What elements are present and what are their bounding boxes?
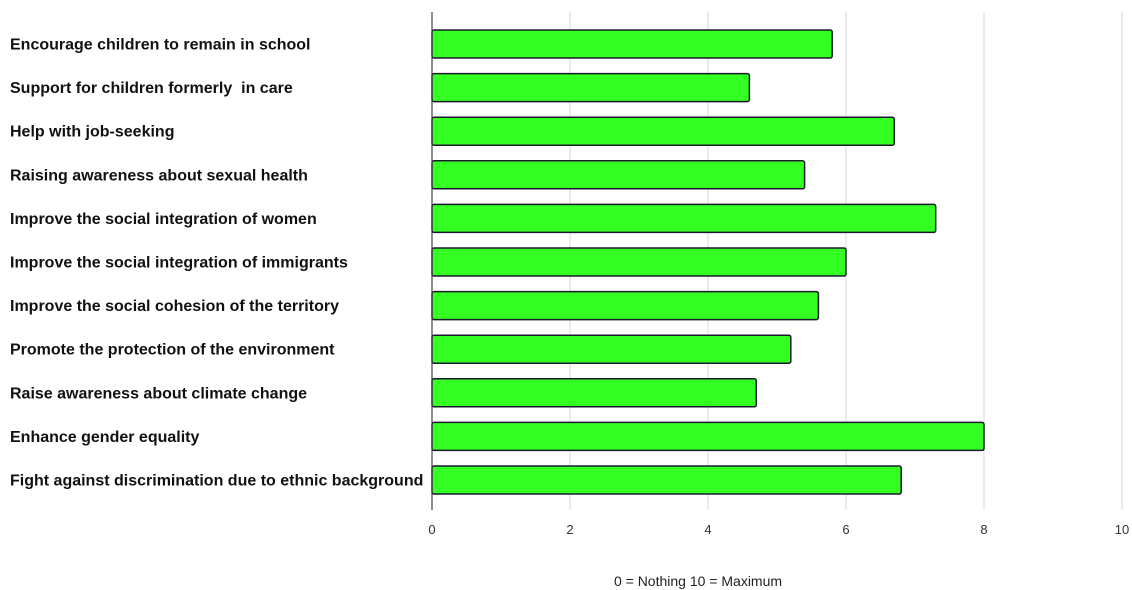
x-tick-label: 10 (1115, 522, 1129, 537)
bar (431, 247, 847, 277)
bar (431, 29, 833, 59)
x-tick-labels: 0 2 4 6 8 10 (428, 522, 1129, 537)
category-label: Improve the social integration of immigr… (10, 255, 348, 272)
x-tick-label: 0 (428, 522, 435, 537)
category-label: Help with job-seeking (10, 124, 174, 141)
category-label: Improve the social integration of women (10, 211, 317, 228)
bar (431, 116, 896, 146)
category-label: Support for children formerly in care (10, 80, 293, 97)
category-label: Encourage children to remain in school (10, 37, 311, 54)
bars (431, 29, 985, 495)
x-tick-label: 4 (704, 522, 711, 537)
category-label: Improve the social cohesion of the terri… (10, 298, 339, 315)
x-axis-label: 0 = Nothing 10 = Maximum (614, 573, 782, 589)
bar (431, 290, 820, 321)
category-label: Enhance gender equality (10, 429, 199, 446)
bar (431, 465, 902, 495)
bar (431, 378, 758, 408)
category-labels: Encourage children to remain in school Su… (10, 37, 423, 490)
category-label: Raising awareness about sexual health (10, 167, 308, 184)
bar (431, 421, 985, 452)
category-label: Fight against discrimination due to ethn… (10, 473, 423, 490)
bar (431, 72, 751, 103)
x-tick-label: 2 (566, 522, 573, 537)
bar (431, 334, 792, 364)
category-label: Raise awareness about climate change (10, 385, 307, 402)
bar (431, 160, 806, 190)
x-tick-label: 6 (842, 522, 849, 537)
x-tick-label: 8 (980, 522, 987, 537)
category-label: Promote the protection of the environmen… (10, 342, 335, 359)
bar (431, 203, 937, 234)
